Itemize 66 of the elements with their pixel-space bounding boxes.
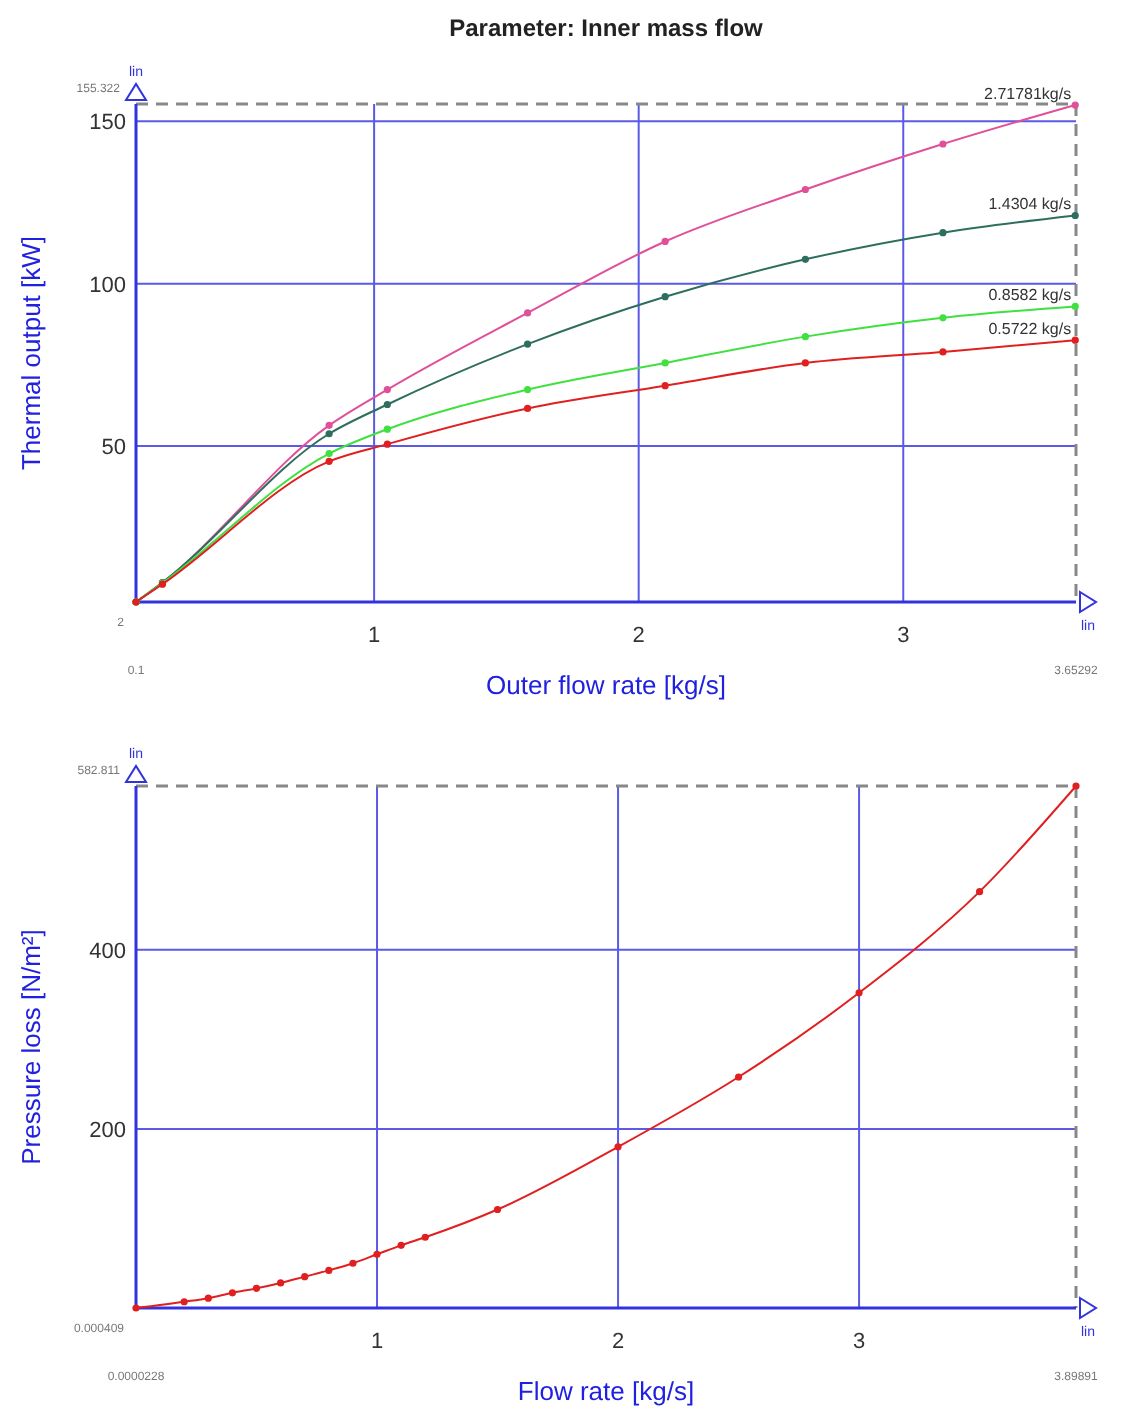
point bbox=[523, 385, 532, 394]
x-tick-label: 1 bbox=[370, 1330, 384, 1354]
x-tick-label: 2 bbox=[611, 1330, 625, 1354]
y-axis-title: Pressure loss [N/m²] bbox=[16, 929, 46, 1165]
point bbox=[975, 888, 984, 896]
point bbox=[349, 1259, 357, 1267]
point bbox=[421, 1233, 429, 1241]
point bbox=[325, 457, 333, 465]
series-label: 2.71781kg/s bbox=[984, 85, 1072, 104]
point bbox=[383, 400, 391, 409]
x-tick-label: 3 bbox=[897, 624, 910, 648]
y-tick-label: 200 bbox=[89, 1118, 126, 1143]
point bbox=[614, 1143, 622, 1151]
point bbox=[252, 1284, 261, 1292]
point bbox=[180, 1298, 188, 1306]
point bbox=[801, 185, 809, 194]
point bbox=[1071, 336, 1079, 344]
point bbox=[373, 1250, 381, 1258]
point bbox=[523, 340, 532, 348]
point bbox=[734, 1073, 743, 1081]
series-label: 1.4304 kg/s bbox=[988, 195, 1072, 214]
point bbox=[939, 348, 947, 356]
series-label: 0.5722 kg/s bbox=[988, 320, 1072, 339]
point bbox=[801, 359, 809, 367]
point bbox=[301, 1273, 309, 1281]
point bbox=[1071, 302, 1079, 311]
chart-title: Parameter: Inner mass flow bbox=[449, 14, 765, 42]
point bbox=[661, 359, 669, 367]
point bbox=[1072, 782, 1080, 790]
x-axis-title: Outer flow rate [kg/s] bbox=[486, 670, 726, 700]
point bbox=[228, 1289, 237, 1297]
point bbox=[1071, 211, 1079, 220]
point bbox=[661, 293, 669, 301]
point bbox=[325, 430, 333, 438]
point bbox=[523, 309, 532, 317]
y-axis-title: Thermal output [kW] bbox=[16, 235, 46, 471]
point bbox=[397, 1241, 405, 1249]
y-tick-label: 100 bbox=[89, 273, 126, 298]
point bbox=[383, 425, 391, 433]
x-tick-label: 3 bbox=[852, 1330, 866, 1354]
point bbox=[383, 440, 391, 448]
point bbox=[1071, 101, 1079, 109]
point bbox=[277, 1279, 285, 1287]
point bbox=[325, 1266, 333, 1274]
point bbox=[523, 404, 532, 413]
point bbox=[661, 382, 669, 390]
x-tick-label: 2 bbox=[632, 624, 645, 648]
point bbox=[493, 1205, 502, 1214]
y-tick-label: 400 bbox=[89, 939, 126, 964]
point bbox=[132, 1304, 140, 1312]
point bbox=[801, 255, 809, 263]
point bbox=[939, 229, 947, 237]
point bbox=[855, 989, 863, 997]
point bbox=[383, 385, 391, 394]
x-axis-title: Flow rate [kg/s] bbox=[517, 1376, 695, 1406]
y-tick-label: 150 bbox=[89, 111, 126, 136]
point bbox=[661, 237, 669, 246]
series-label: 0.8582 kg/s bbox=[988, 286, 1072, 305]
point bbox=[801, 333, 809, 341]
point bbox=[204, 1294, 212, 1302]
point bbox=[325, 449, 333, 458]
point bbox=[939, 140, 947, 148]
point bbox=[325, 421, 333, 429]
y-tick-label: 50 bbox=[101, 436, 126, 461]
point bbox=[939, 314, 947, 322]
x-tick-label: 1 bbox=[367, 624, 381, 648]
